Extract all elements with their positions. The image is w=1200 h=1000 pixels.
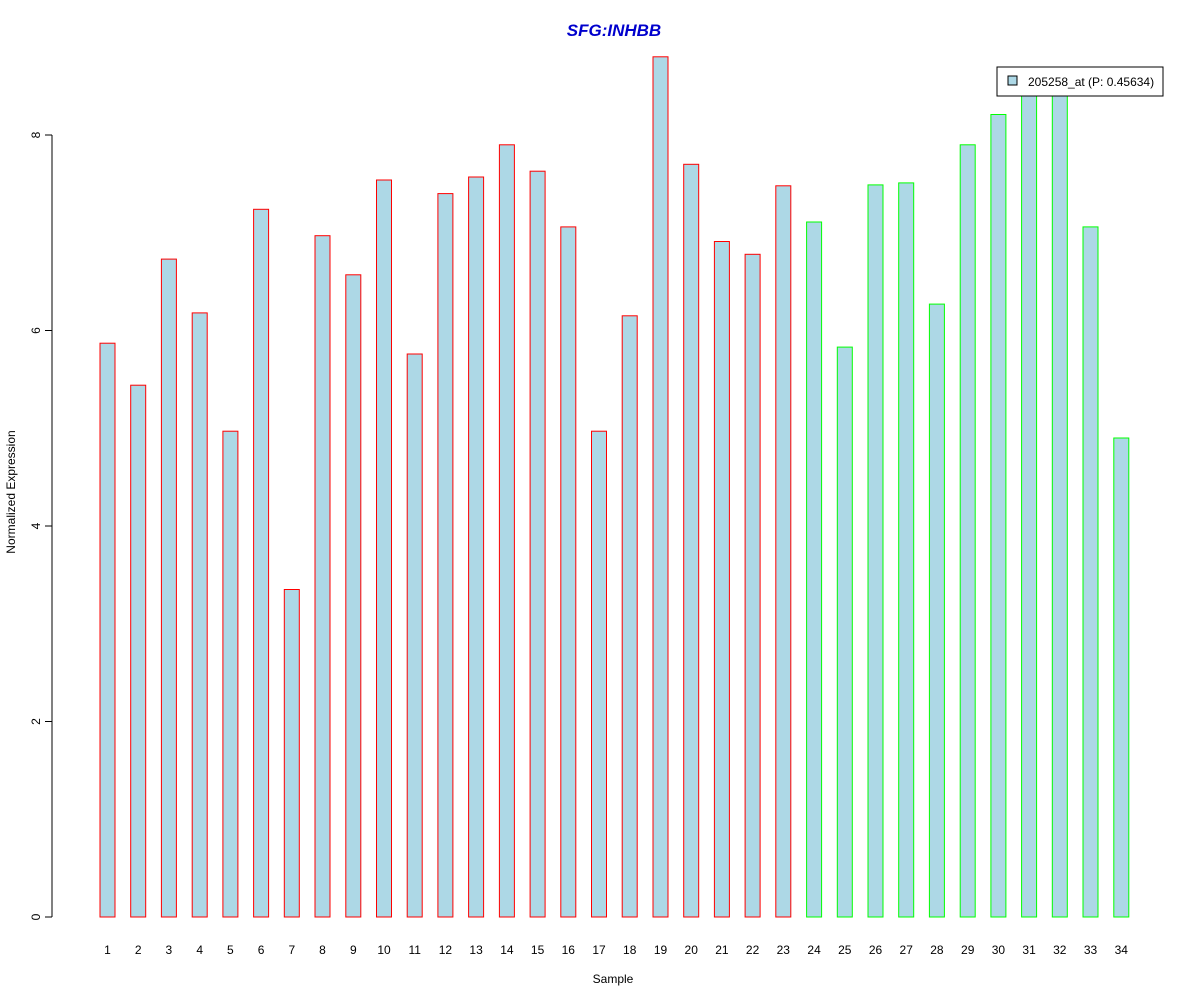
bar-sample-5 [222,430,239,918]
bar-sample-25 [836,346,853,918]
y-tick-label: 2 [29,718,43,725]
bar-sample-20 [683,163,700,918]
x-tick-label: 7 [288,943,295,957]
bar-sample-32 [1051,93,1068,918]
bar-sample-23 [775,185,792,918]
bar-sample-10 [376,179,392,918]
bar-sample-9 [345,274,362,918]
x-tick-label: 2 [135,943,142,957]
x-tick-label: 31 [1022,943,1036,957]
x-tick-label: 3 [166,943,173,957]
y-tick-label: 6 [29,327,43,334]
y-tick-label: 4 [29,522,43,529]
bar-sample-33 [1082,226,1099,918]
bar-sample-11 [406,353,423,918]
legend-box [996,66,1164,97]
y-tick-label: 0 [29,913,43,920]
bar-sample-2 [130,384,147,918]
x-tick-label: 19 [654,943,668,957]
bar-sample-27 [898,182,915,918]
bar-sample-26 [867,184,884,918]
x-tick-label: 32 [1053,943,1067,957]
x-tick-label: 13 [469,943,483,957]
bar-sample-31 [1021,93,1038,918]
x-tick-label: 34 [1115,943,1129,957]
bar-sample-16 [560,226,577,918]
bar-sample-14 [498,144,515,918]
x-tick-label: 11 [408,943,421,957]
x-tick-label: 9 [350,943,357,957]
bar-sample-15 [529,170,546,918]
x-tick-labels: 1 2 3 4 5 6 7 8 9 10 11 12 13 14 15 16 17 18 19 20 21 22 23 24 2… [104,943,1128,957]
x-tick-label: 30 [992,943,1006,957]
y-tick-label: 8 [29,131,43,138]
x-tick-label: 6 [258,943,265,957]
x-tick-label: 26 [869,943,883,957]
x-tick-label: 5 [227,943,234,957]
x-tick-label: 4 [196,943,203,957]
x-tick-label: 23 [777,943,791,957]
x-tick-label: 24 [807,943,821,957]
x-tick-label: 33 [1084,943,1098,957]
bar-sample-29 [959,144,976,918]
bar-sample-6 [253,208,270,918]
chart-title: SFG:INHBB [567,21,661,40]
x-tick-label: 14 [500,943,514,957]
bar-sample-13 [468,176,485,918]
bar-sample-21 [713,241,730,918]
bar-sample-4 [191,312,208,918]
x-tick-label: 29 [961,943,975,957]
x-tick-label: 1 [104,943,111,957]
bar-sample-12 [437,193,454,918]
x-tick-label: 28 [930,943,944,957]
x-tick-label: 21 [715,943,729,957]
bar-sample-34 [1113,437,1130,918]
bar-sample-19 [652,56,669,918]
x-tick-label: 22 [746,943,760,957]
bar-sample-24 [806,221,823,918]
x-tick-label: 25 [838,943,852,957]
bar-sample-8 [314,235,331,918]
x-tick-label: 16 [562,943,576,957]
bar-sample-30 [990,114,1007,918]
x-axis-label: Sample [593,972,634,986]
y-axis-label: Normalized Expression [4,430,18,553]
x-tick-label: 17 [592,943,606,957]
x-tick-label: 27 [900,943,914,957]
x-tick-label: 12 [439,943,453,957]
bar-sample-18 [621,315,638,918]
legend-swatch [1007,75,1018,86]
x-tick-label: 10 [377,943,391,957]
legend-label: 205258_at (P: 0.45634) [1028,75,1154,89]
bars-group [99,56,1130,918]
x-tick-label: 18 [623,943,637,957]
legend: 205258_at (P: 0.45634) [996,66,1164,97]
bar-sample-28 [928,303,945,918]
y-axis: 0 2 4 6 8 [29,131,53,920]
x-tick-label: 15 [531,943,545,957]
x-tick-label: 8 [319,943,326,957]
bar-sample-3 [160,258,177,918]
bar-sample-22 [744,253,761,918]
bar-sample-1 [99,342,116,918]
x-tick-label: 20 [685,943,699,957]
bar-sample-17 [591,430,607,918]
bar-sample-7 [283,589,300,918]
